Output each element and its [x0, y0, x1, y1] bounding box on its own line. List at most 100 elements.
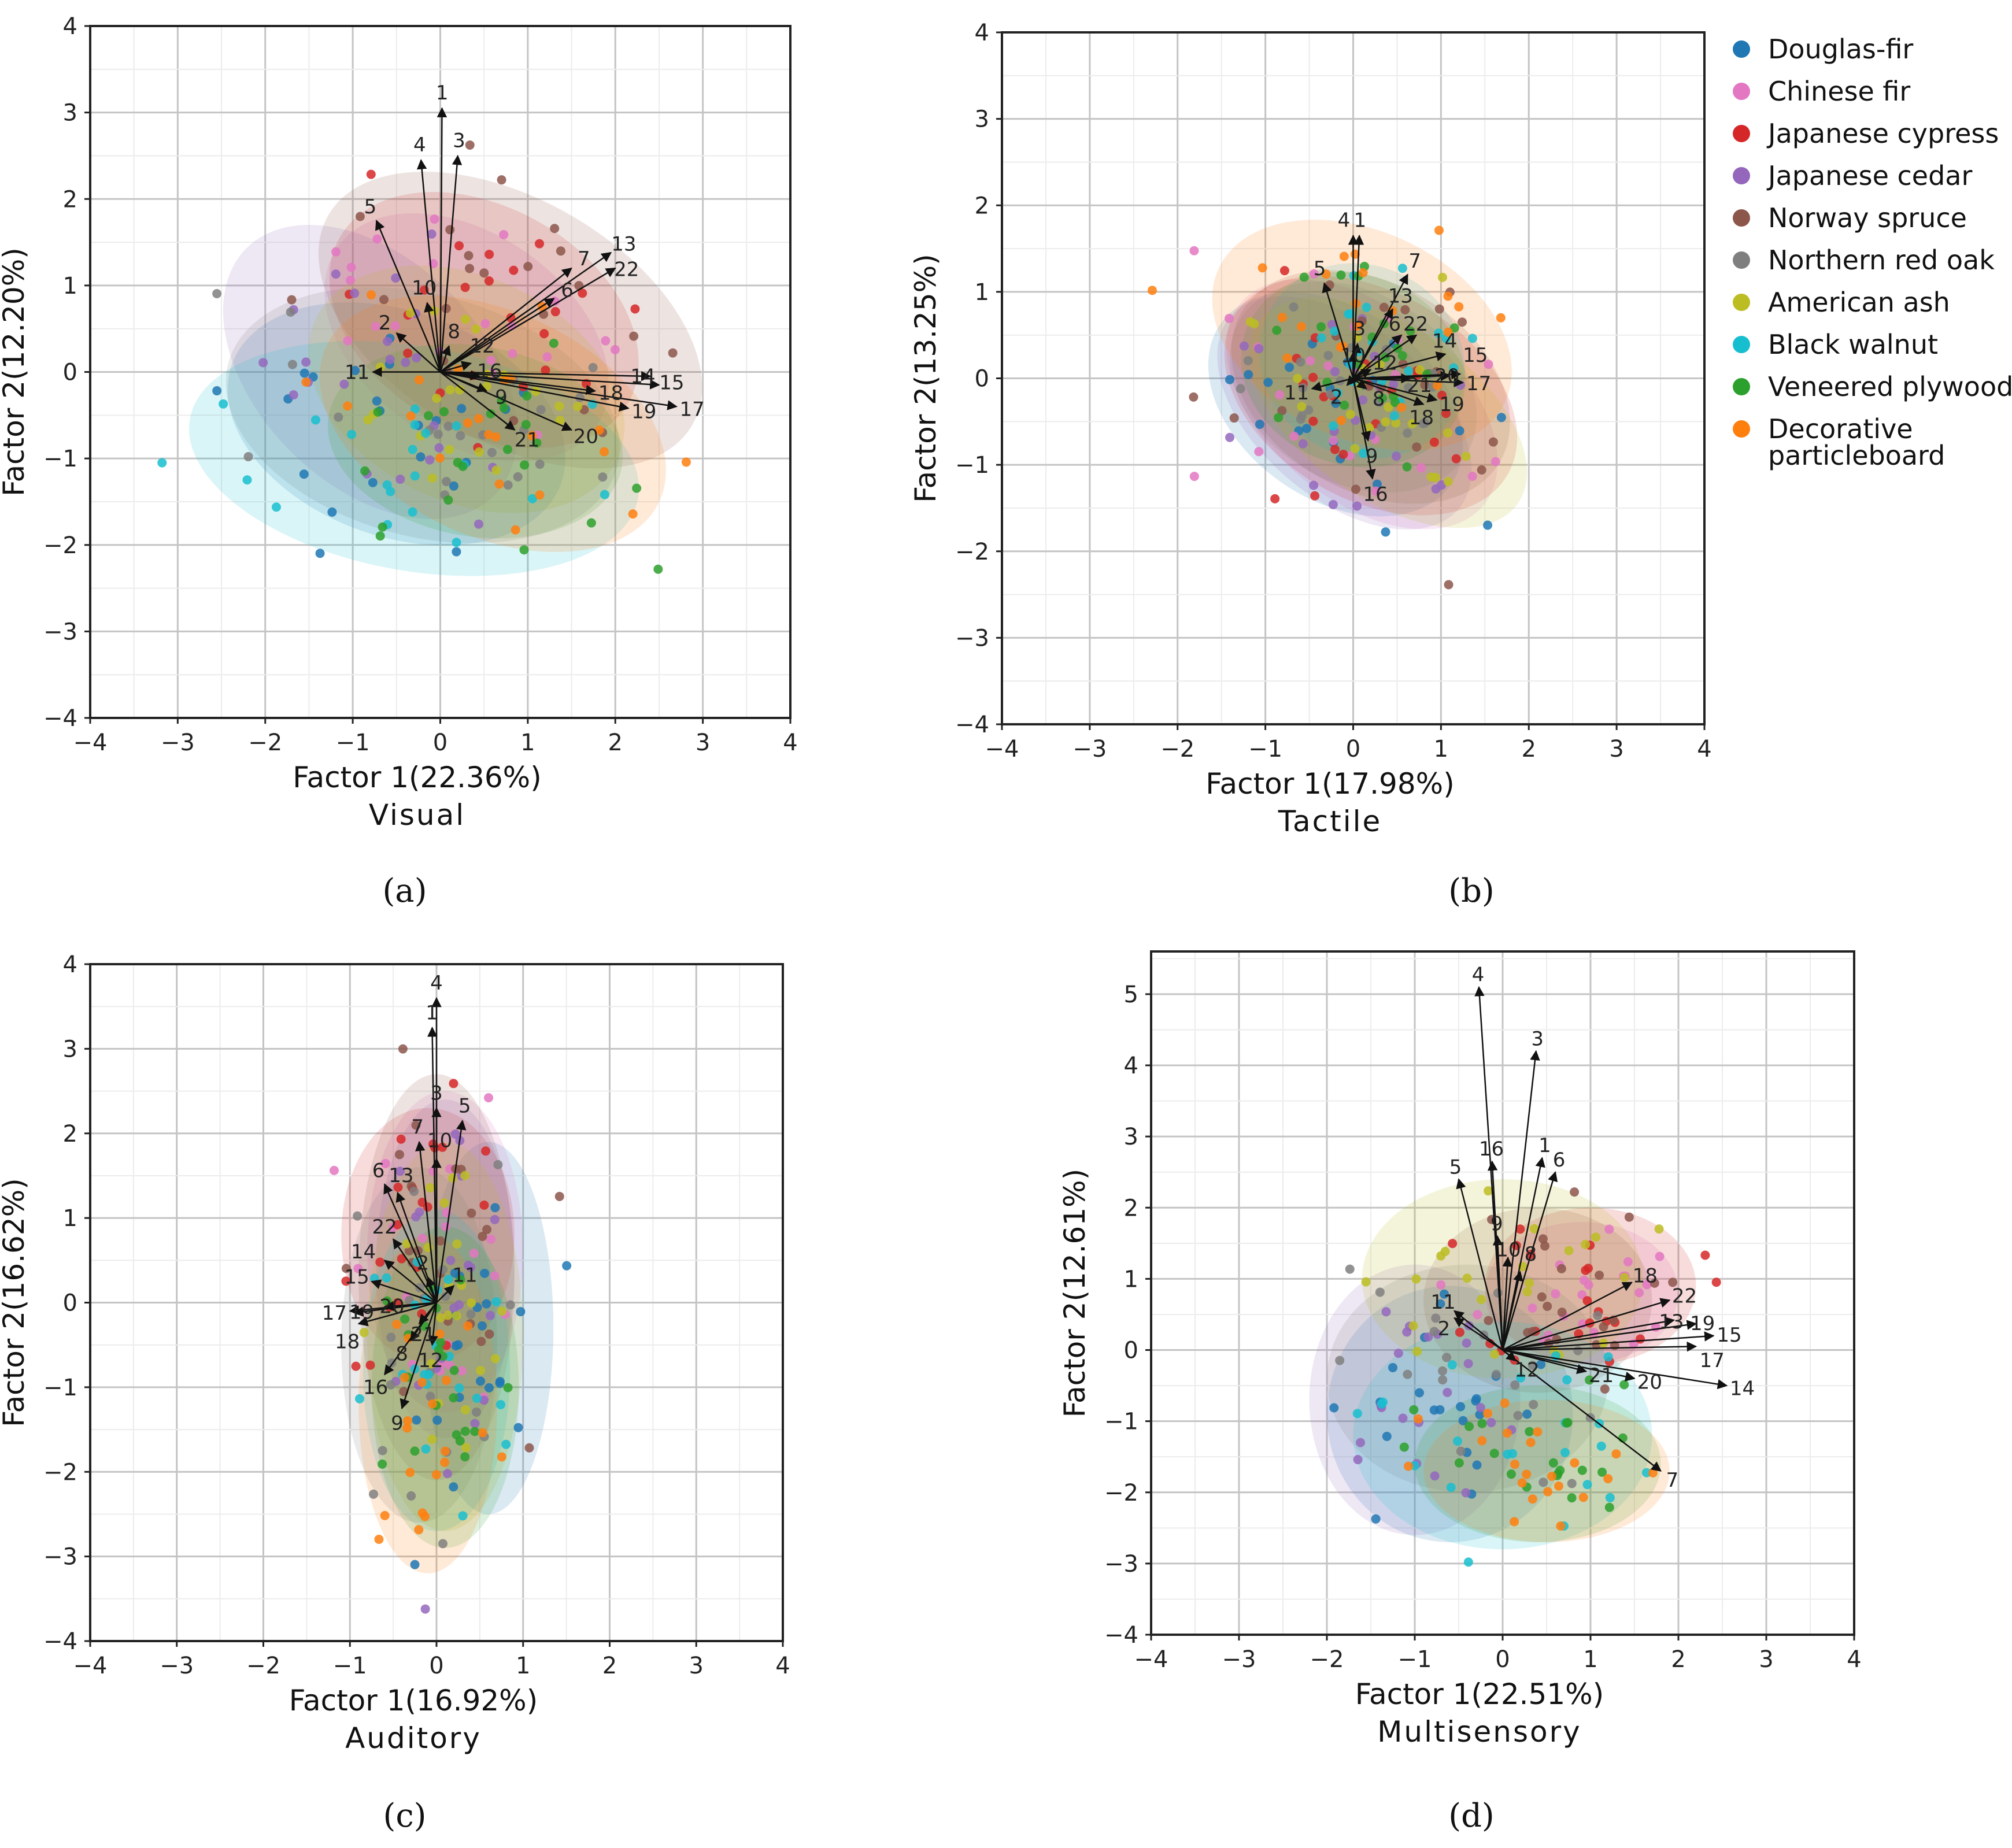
loading-arrow-7	[1502, 1349, 1662, 1472]
scatter-points	[157, 140, 691, 574]
loading-label: 22	[1403, 313, 1428, 336]
loading-arrows: 14 7 17 15 16 5 20 14 19 13 22 18 6 9 21 11 3 10 12 8 2	[1284, 209, 1491, 506]
ellipse-decorative-particleboard	[1212, 220, 1512, 451]
data-point	[406, 411, 416, 421]
legend-item: Douglas-fir	[1733, 34, 1913, 65]
loading-arrow-22	[1502, 1298, 1671, 1351]
data-point	[1493, 1288, 1503, 1298]
data-point	[1236, 384, 1245, 394]
data-point	[400, 1372, 409, 1382]
loading-arrow-6	[1501, 1171, 1558, 1350]
data-point	[1412, 1346, 1422, 1356]
data-point	[1345, 309, 1355, 319]
data-point	[457, 403, 467, 413]
data-point	[1415, 365, 1425, 375]
loading-label: 15	[1463, 344, 1488, 367]
data-point	[461, 314, 471, 324]
loading-label: 19	[1690, 1312, 1715, 1335]
data-point	[327, 507, 337, 517]
data-point	[286, 307, 295, 317]
y-tick-label: 0	[975, 366, 989, 392]
data-point	[1403, 1369, 1412, 1379]
data-point	[1454, 1458, 1464, 1468]
data-point	[1510, 1460, 1520, 1469]
data-point	[476, 1376, 486, 1386]
data-point	[1403, 428, 1412, 438]
data-point	[1524, 1278, 1534, 1288]
loading-label: 3	[1353, 317, 1366, 340]
data-point	[1547, 1471, 1557, 1481]
y-tick-label: 1	[63, 273, 77, 299]
data-point	[1432, 380, 1442, 390]
loading-label: 10	[1496, 1238, 1521, 1261]
data-point	[668, 348, 678, 358]
loading-label: 9	[495, 386, 508, 409]
x-tick-label: −3	[1072, 736, 1107, 762]
data-point	[509, 265, 519, 275]
data-point	[379, 295, 389, 305]
data-point	[472, 1407, 482, 1417]
data-point	[299, 368, 309, 378]
data-point	[1277, 313, 1287, 323]
data-point	[445, 1351, 454, 1361]
data-point	[523, 261, 533, 271]
data-point	[554, 1191, 564, 1201]
data-point	[1434, 225, 1444, 235]
data-point	[1461, 451, 1471, 461]
data-point	[681, 457, 691, 467]
data-point	[1429, 1405, 1439, 1415]
y-tick-label: −3	[1104, 1551, 1138, 1577]
data-point	[586, 518, 596, 528]
data-point	[1331, 398, 1341, 408]
legend-item: Japanese cedar	[1733, 160, 1972, 191]
data-point	[1570, 1187, 1580, 1197]
data-point	[329, 1165, 339, 1175]
data-point	[380, 1158, 390, 1168]
data-point	[610, 345, 620, 354]
data-point	[1336, 416, 1346, 425]
data-point	[436, 1338, 446, 1347]
data-point	[1402, 1327, 1412, 1337]
data-point	[417, 1508, 427, 1518]
loading-label: 2	[379, 312, 391, 335]
data-point	[490, 1354, 500, 1364]
data-point	[1454, 302, 1464, 312]
y-tick-label: 4	[63, 13, 77, 40]
data-point	[1579, 1275, 1589, 1285]
data-point	[1429, 1327, 1439, 1336]
biplot-panel-multisensory: −4 −3 −2 −1 0 1 2 3 4−4−3−2−10123454311614675151…	[1058, 950, 1862, 1835]
confidence-ellipses	[1208, 220, 1528, 530]
biplot-panel-visual: −4 −3 −2 −1 0 1 2 3 4−4−3−2−10123411731541413221…	[0, 13, 798, 910]
x-tick-label: 0	[433, 729, 447, 756]
y-tick-label: −4	[1104, 1622, 1138, 1649]
data-point	[403, 349, 413, 358]
data-point	[481, 1146, 491, 1156]
loading-label: 5	[364, 195, 377, 218]
legend-label: Japanese cedar	[1766, 160, 1972, 191]
data-point	[1254, 447, 1264, 457]
loading-label: 21	[410, 1323, 435, 1346]
data-point	[363, 415, 373, 425]
data-point	[1420, 380, 1430, 390]
data-point	[1430, 1471, 1440, 1481]
data-point	[1289, 302, 1299, 312]
data-point	[1406, 326, 1415, 336]
data-point	[1364, 423, 1374, 433]
data-point	[554, 401, 564, 411]
panels: −4 −3 −2 −1 0 1 2 3 4−4−3−2−10123411731541413221…	[0, 13, 1862, 1835]
data-point	[494, 479, 504, 489]
loading-label: 13	[1659, 1310, 1684, 1334]
data-point	[315, 549, 325, 558]
legend-label: Decorative	[1768, 413, 1913, 445]
data-point	[628, 509, 638, 519]
data-point	[1463, 1358, 1473, 1368]
x-tick-label: −1	[1248, 736, 1282, 762]
data-point	[1345, 410, 1355, 420]
legend-marker-icon	[1733, 251, 1750, 269]
data-point	[360, 466, 370, 476]
data-point	[536, 405, 546, 414]
data-point	[482, 1299, 491, 1309]
legend-marker-icon	[1733, 83, 1750, 100]
data-point	[465, 264, 475, 273]
data-point	[1477, 1295, 1486, 1305]
